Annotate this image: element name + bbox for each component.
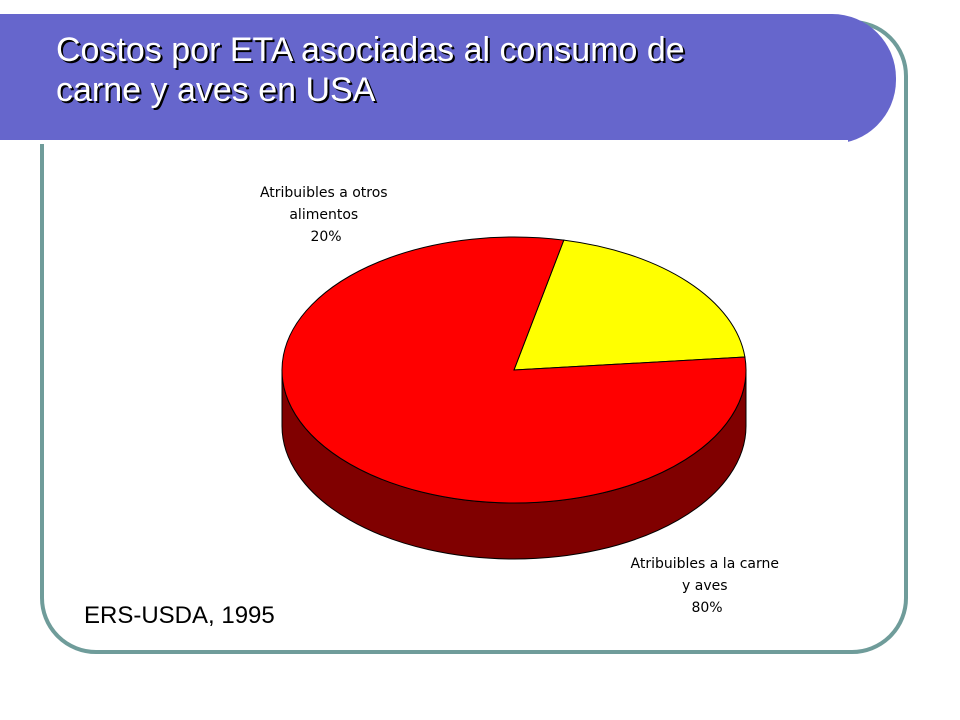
slice-label-meat-poultry-line-1: Atribuibles a la carne xyxy=(631,556,779,572)
pie-tops xyxy=(281,236,747,504)
pie-slice-other-foods xyxy=(513,239,746,371)
title-banner xyxy=(0,14,896,144)
slice-value-other-foods: 20% xyxy=(310,229,341,245)
slide-title: Costos por ETA asociadas al consumo de c… xyxy=(56,30,836,110)
pie-slice-meat-poultry xyxy=(281,236,747,504)
title-line-1: Costos por ETA asociadas al consumo de xyxy=(56,31,685,69)
pie-labels: Atribuibles a otros alimentos 20% Atribu… xyxy=(260,185,784,616)
slice-label-meat-poultry: Atribuibles a la carne y aves 80% xyxy=(631,556,784,616)
slice-label-other-foods: Atribuibles a otros alimentos 20% xyxy=(260,185,392,245)
title-line-2: carne y aves en USA xyxy=(56,71,376,109)
slice-label-meat-poultry-line-2: y aves xyxy=(682,578,728,594)
title-underline xyxy=(0,140,848,144)
slice-label-other-foods-line-2: alimentos xyxy=(289,207,358,223)
slice-value-meat-poultry: 80% xyxy=(691,600,722,616)
source-note: ERS-USDA, 1995 xyxy=(84,602,275,629)
slice-label-other-foods-line-1: Atribuibles a otros xyxy=(260,185,388,201)
